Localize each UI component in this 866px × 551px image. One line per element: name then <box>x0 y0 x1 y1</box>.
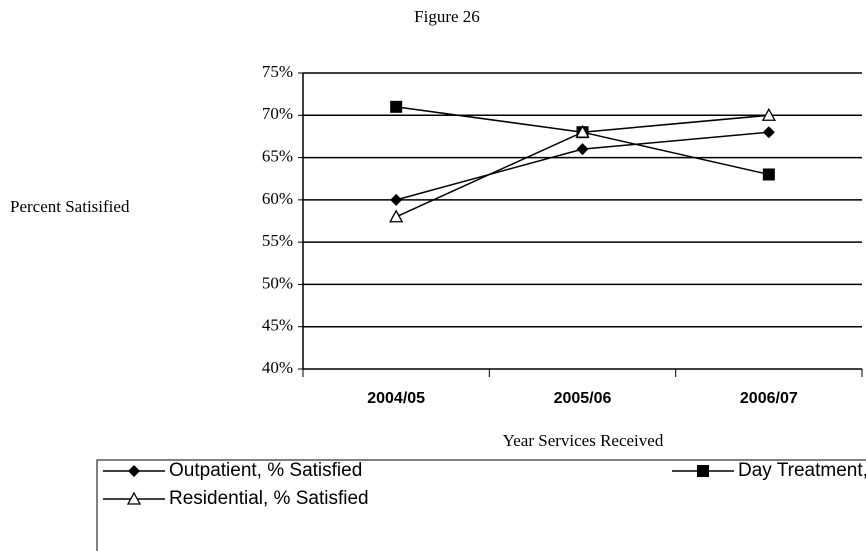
marker <box>575 124 590 138</box>
marker <box>390 100 403 113</box>
legend-label: Day Treatment, % Satisfied <box>738 460 866 481</box>
legend-box <box>96 459 866 551</box>
marker <box>762 126 775 139</box>
x-axis-title: Year Services Received <box>503 431 664 450</box>
y-tick-label: 65% <box>262 146 293 165</box>
y-tick-label: 40% <box>262 358 293 377</box>
x-tick-label: 2005/06 <box>554 390 612 407</box>
series-line <box>395 131 769 201</box>
marker <box>126 491 142 505</box>
marker <box>762 168 775 181</box>
chart-title: Figure 26 <box>414 7 480 26</box>
x-tick-label: 2006/07 <box>740 390 798 407</box>
y-tick-label: 60% <box>262 189 293 208</box>
x-tick-label: 2004/05 <box>367 390 425 407</box>
y-tick-label: 55% <box>262 231 293 250</box>
y-tick-label: 50% <box>262 273 293 292</box>
y-tick-label: 70% <box>262 104 293 123</box>
series-line <box>396 106 769 176</box>
legend-label: Outpatient, % Satisfied <box>169 460 362 481</box>
y-tick-label: 45% <box>262 316 293 335</box>
marker <box>697 465 709 477</box>
legend-label: Residential, % Satisfied <box>169 488 369 509</box>
marker <box>576 143 589 156</box>
marker <box>128 465 140 477</box>
marker <box>390 193 403 206</box>
y-axis-title: Percent Satisified <box>10 197 130 216</box>
marker <box>761 107 776 121</box>
marker <box>389 209 404 223</box>
y-tick-label: 75% <box>262 62 293 81</box>
